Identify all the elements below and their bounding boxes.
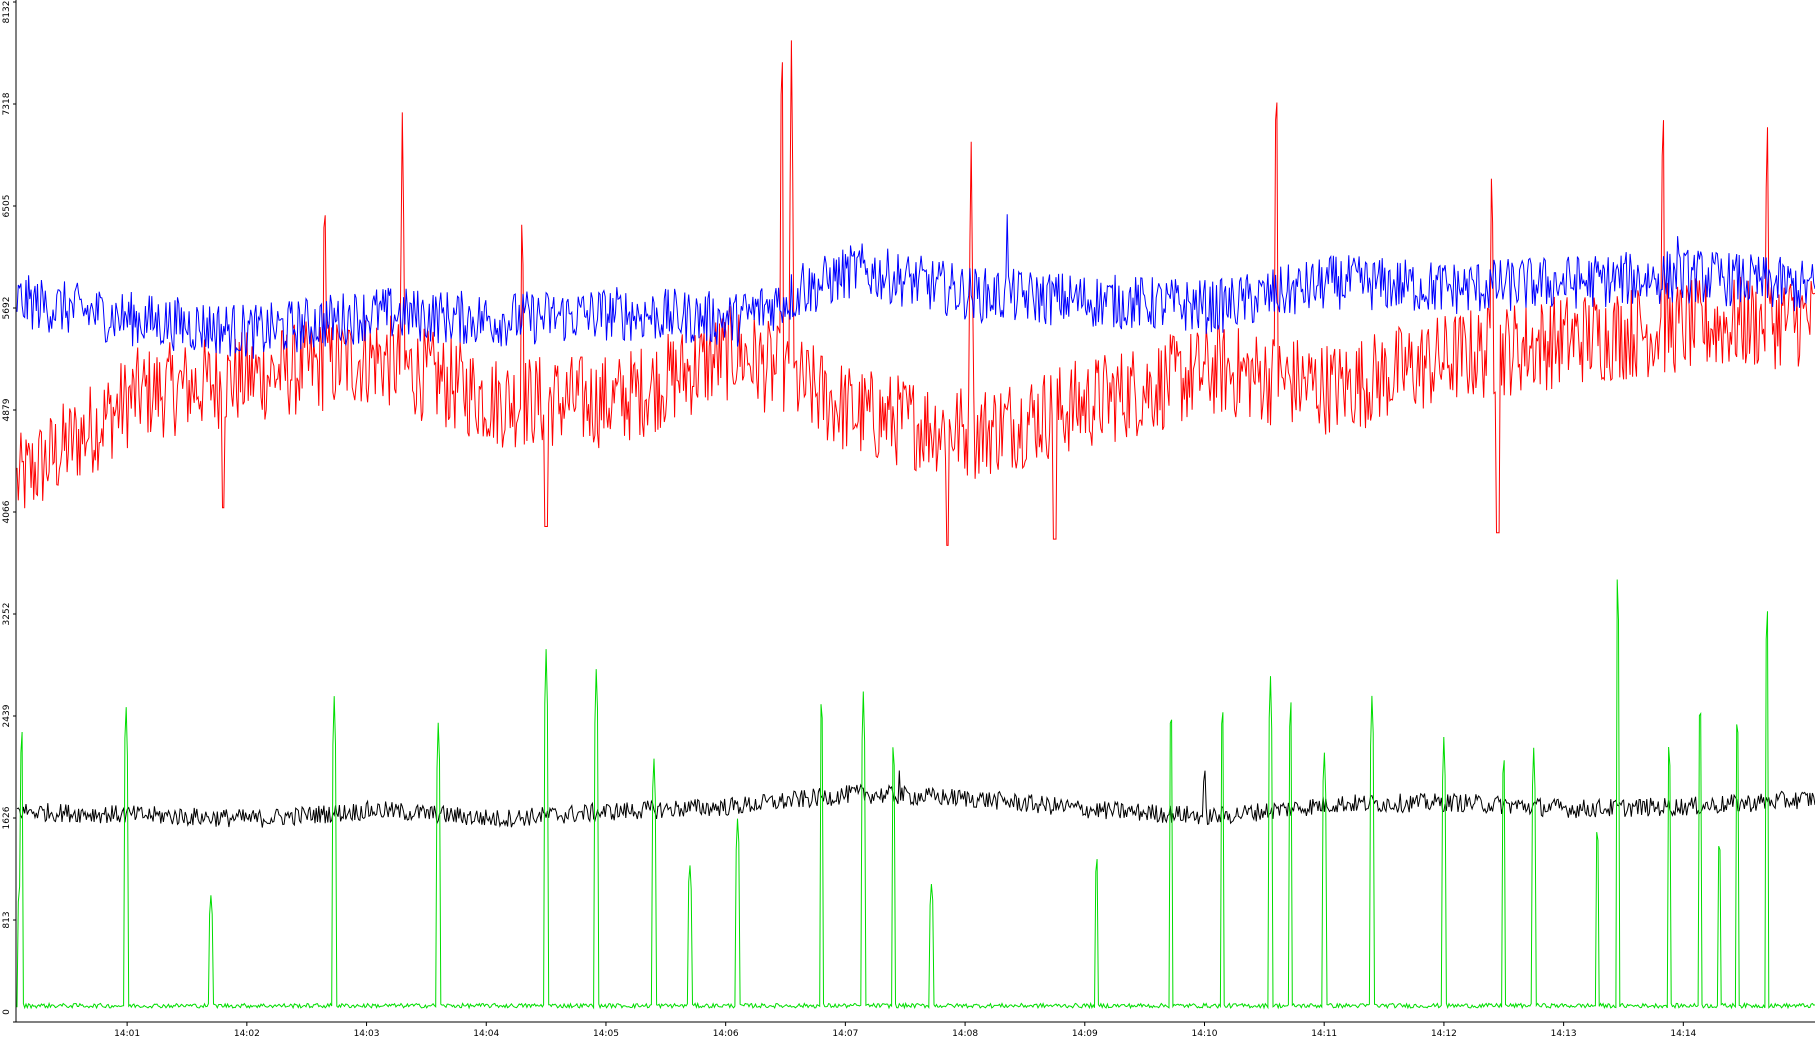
x-tick-label: 14:05 <box>593 1029 619 1039</box>
series-layer <box>16 40 1815 1010</box>
y-tick-label: 4066 <box>2 500 12 523</box>
x-tick-label: 14:09 <box>1072 1029 1098 1039</box>
x-tick-label: 14:12 <box>1431 1029 1457 1039</box>
x-tick-label: 14:13 <box>1551 1029 1577 1039</box>
y-tick-label: 8132 <box>2 1 12 24</box>
x-tick-label: 14:14 <box>1670 1029 1696 1039</box>
x-axis-ticks: 14:01 14:02 14:03 14:04 14:05 14:06 14:07 14:08… <box>114 1022 1697 1039</box>
y-tick-label: 4879 <box>2 398 12 421</box>
y-tick-label: 813 <box>2 911 12 928</box>
x-tick-label: 14:11 <box>1311 1029 1337 1039</box>
x-tick-label: 14:07 <box>832 1029 858 1039</box>
series-line-3 <box>16 770 1815 828</box>
y-tick-label: 3252 <box>2 603 12 626</box>
y-tick-label: 7318 <box>2 92 12 115</box>
x-tick-label: 14:08 <box>952 1029 978 1039</box>
x-tick-label: 14:04 <box>473 1029 499 1039</box>
y-tick-label: 5692 <box>2 297 12 320</box>
series-line-4 <box>16 579 1815 1010</box>
x-tick-label: 14:06 <box>713 1029 739 1039</box>
y-tick-label: 6505 <box>2 195 12 218</box>
x-tick-label: 14:01 <box>114 1029 140 1039</box>
series-line-1 <box>16 40 1815 546</box>
x-tick-label: 14:03 <box>354 1029 380 1039</box>
y-tick-label: 0 <box>2 1009 12 1015</box>
x-tick-label: 14:10 <box>1192 1029 1218 1039</box>
series-line-2 <box>16 214 1815 359</box>
y-axis-ticks: 0 813 1626 2439 3252 4066 4879 5692 6505 7318 8132 <box>2 1 16 1023</box>
x-tick-label: 14:02 <box>234 1029 260 1039</box>
y-tick-label: 1626 <box>2 806 12 829</box>
y-tick-label: 2439 <box>2 704 12 727</box>
